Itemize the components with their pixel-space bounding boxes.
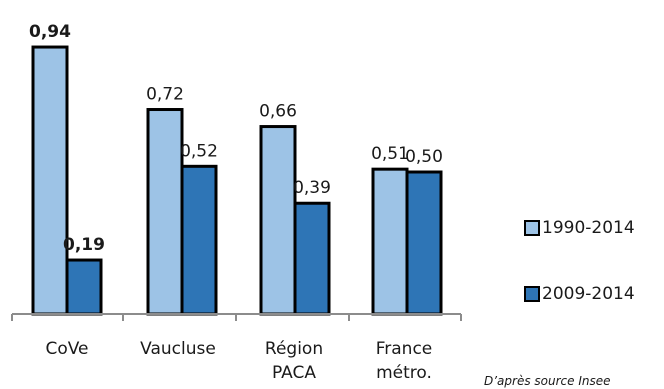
data-label-2009-2014-0: 0,19 [63,235,105,255]
bar-1990-2014-3 [371,167,409,316]
legend-label-1990-2014: 1990-2014 [542,218,635,238]
bar-1990-2014-1 [146,108,184,316]
data-label-1990-2014-0: 0,94 [29,22,71,42]
legend-swatch-1990-2014 [524,220,540,236]
legend-item-1990-2014: 1990-2014 [524,218,635,238]
bar-1990-2014-0 [31,45,69,316]
legend-swatch-2009-2014 [524,286,540,302]
legend-label-2009-2014: 2009-2014 [542,284,635,304]
data-label-2009-2014-1: 0,52 [180,141,218,161]
data-label-1990-2014-2: 0,66 [259,102,297,122]
bar-2009-2014-0 [65,258,103,316]
x-tick-label-2-1: PACA [272,363,316,383]
bar-2009-2014-3 [405,170,443,316]
bar-1990-2014-2 [259,125,297,316]
x-tick-label-3-1: métro. [376,363,432,383]
bar-2009-2014-2 [293,201,331,316]
data-label-1990-2014-1: 0,72 [146,85,184,105]
x-tick-label-3-0: France [376,339,433,359]
data-label-2009-2014-2: 0,39 [293,178,331,198]
bar-2009-2014-1 [180,164,218,316]
x-tick-label-1-0: Vaucluse [140,339,216,359]
source-note: D’après source Insee [484,374,611,388]
data-label-1990-2014-3: 0,51 [371,144,409,164]
legend-item-2009-2014: 2009-2014 [524,284,635,304]
x-tick-label-0-0: CoVe [45,339,88,359]
data-label-2009-2014-3: 0,50 [405,147,443,167]
x-tick-label-2-0: Région [265,339,323,359]
